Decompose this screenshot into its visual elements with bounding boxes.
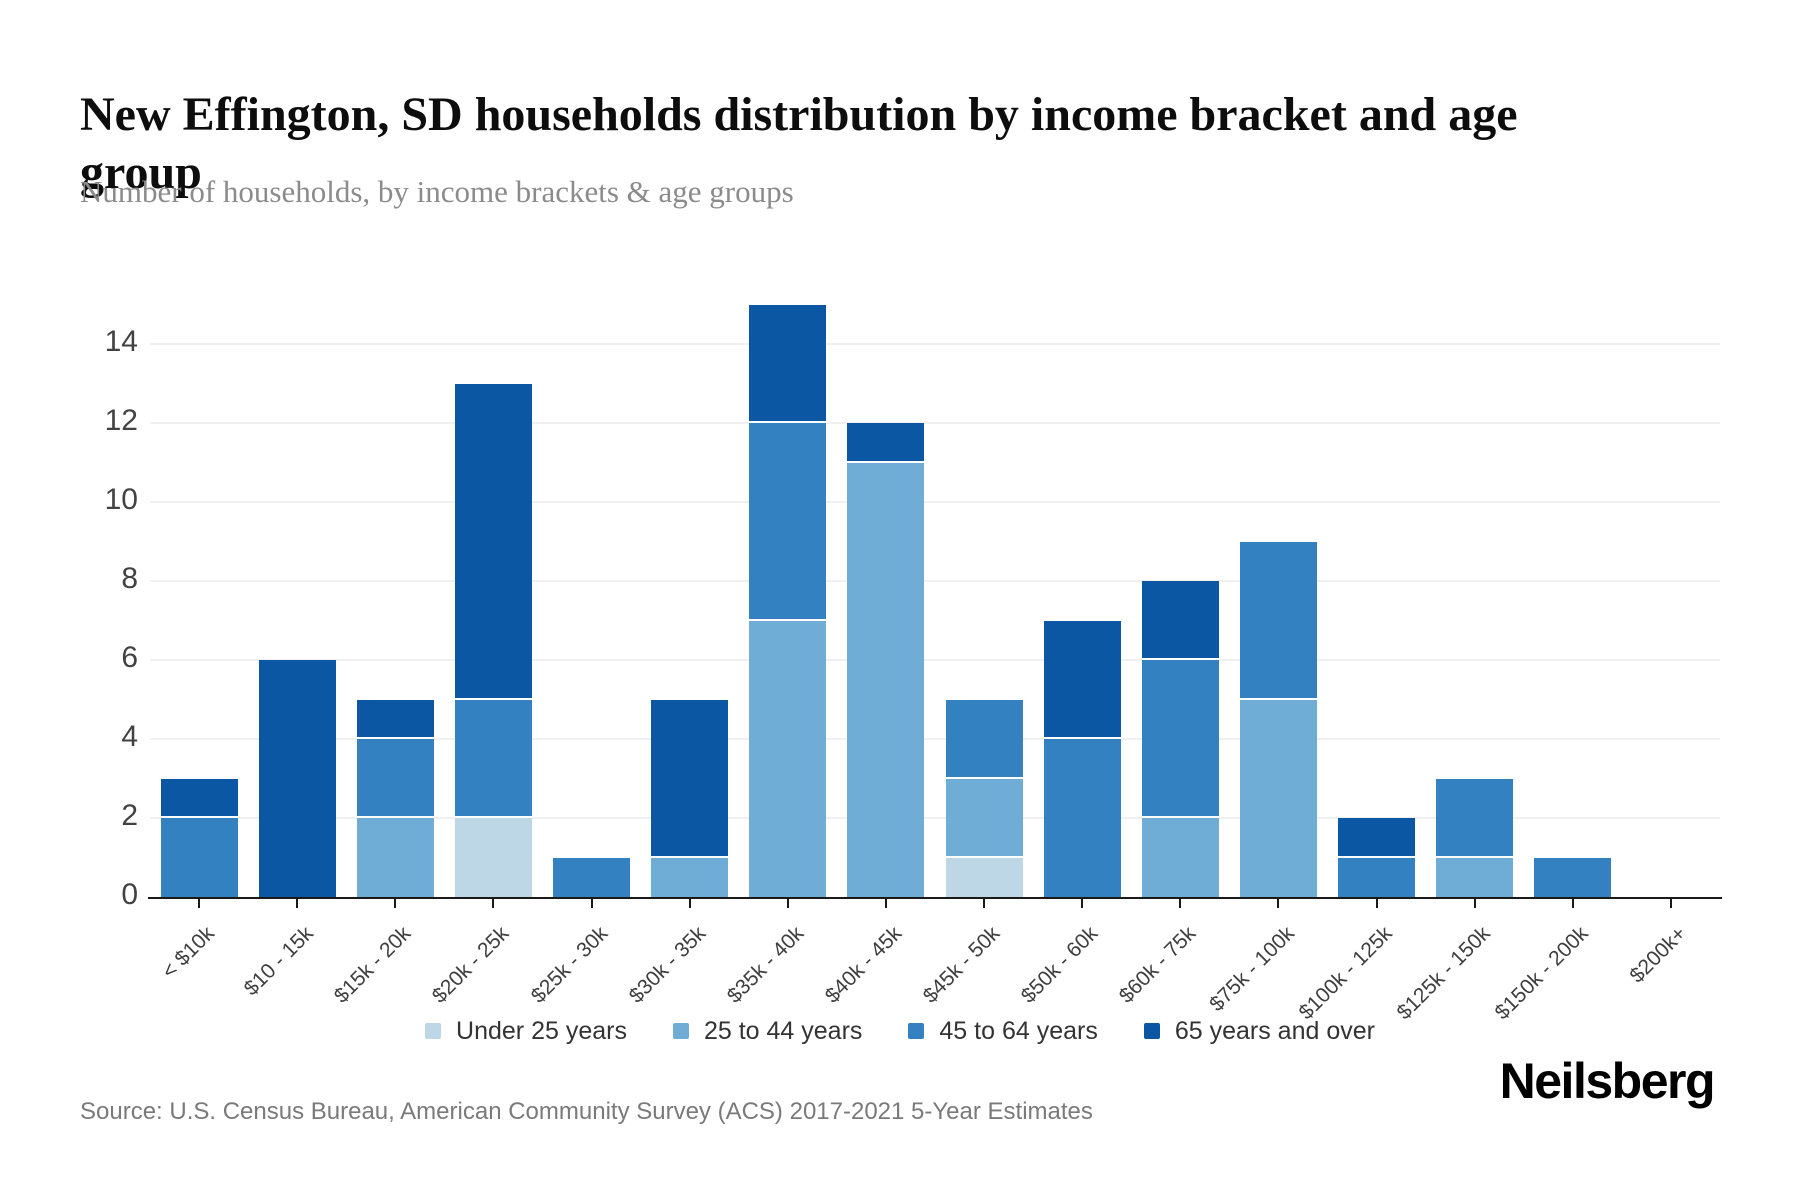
- x-tick: [590, 899, 593, 908]
- gridline: [150, 659, 1720, 661]
- y-axis: 0 2 4 6 8 10 12 14: [0, 272, 138, 911]
- bar-segment: [553, 857, 631, 897]
- bar-segment: [1436, 778, 1514, 858]
- y-tick-label: 6: [121, 641, 138, 674]
- x-tick-label: $15k - 20k: [329, 922, 416, 1008]
- x-tick-label: $200k+: [1625, 922, 1692, 988]
- x-tick-label: $10 - 15k: [239, 922, 318, 1001]
- bar-segment: [454, 699, 532, 818]
- bar-segment: [651, 699, 729, 858]
- gridline: [150, 422, 1720, 424]
- x-tick: [1669, 899, 1672, 908]
- bar-segment: [749, 304, 827, 423]
- bar-segment: [454, 383, 532, 700]
- x-tick-label: < $10k: [158, 922, 220, 984]
- bar-segment: [945, 699, 1023, 779]
- x-axis-line: [148, 897, 1722, 899]
- bar-segment: [356, 739, 434, 818]
- x-tick: [1179, 899, 1182, 908]
- legend-item: 25 to 44 years: [672, 1016, 863, 1046]
- x-tick-label: $30k - 35k: [624, 922, 710, 1008]
- bar-segment: [945, 857, 1023, 897]
- y-tick-label: 12: [104, 404, 138, 437]
- legend-label: 45 to 64 years: [939, 1016, 1098, 1045]
- bar-segment: [945, 778, 1023, 858]
- legend-swatch: [672, 1023, 689, 1039]
- x-tick-label: $60k - 75k: [1114, 922, 1201, 1008]
- bar-segment: [847, 423, 925, 463]
- bar-segment: [356, 818, 434, 897]
- bar-segment: [1141, 818, 1219, 897]
- y-tick-label: 2: [121, 799, 138, 832]
- bar-segment: [1239, 699, 1317, 897]
- y-tick-label: 4: [121, 720, 138, 753]
- legend-swatch: [908, 1023, 925, 1039]
- bar-segment: [651, 857, 729, 897]
- bar-segment: [847, 462, 925, 897]
- page-title: New Effington, SD households distributio…: [80, 88, 1518, 199]
- y-tick-label: 14: [104, 325, 138, 358]
- x-tick-label: $45k - 50k: [918, 922, 1005, 1008]
- legend-label: Under 25 years: [456, 1016, 627, 1045]
- x-tick-label: $20k - 25k: [428, 922, 514, 1008]
- x-tick-label: $40k - 45k: [820, 922, 907, 1008]
- x-tick: [198, 899, 201, 908]
- plot-area: < $10k $10 - 15k $15k - 20k $20k - 25k $25k …: [148, 272, 1722, 1024]
- legend-item: Under 25 years: [425, 1017, 627, 1046]
- gridline: [150, 738, 1720, 740]
- x-tick-label: $50k - 60k: [1016, 922, 1103, 1008]
- x-tick-label: $75k - 100k: [1204, 922, 1299, 1016]
- neilsberg-logo[interactable]: Neilsberg: [1499, 1053, 1716, 1109]
- x-tick: [394, 899, 397, 908]
- bar-segment: [1043, 620, 1121, 739]
- x-tick: [1473, 899, 1476, 908]
- gridline: [150, 580, 1720, 582]
- bar-segment: [1338, 818, 1416, 858]
- bar-segment: [1141, 581, 1219, 660]
- x-tick: [884, 899, 887, 908]
- bar-segment: [1534, 857, 1612, 897]
- legend-swatch: [425, 1023, 442, 1039]
- bar-segment: [1436, 857, 1514, 897]
- legend-swatch: [1143, 1023, 1160, 1039]
- y-tick-label: 10: [104, 483, 138, 516]
- x-tick-label: $25k - 30k: [526, 922, 612, 1008]
- x-tick: [983, 899, 986, 908]
- legend-item: 45 to 64 years: [908, 1016, 1098, 1046]
- gridline: [150, 817, 1720, 819]
- x-tick-label: $35k - 40k: [722, 922, 809, 1008]
- x-tick: [1375, 899, 1378, 908]
- bar-segment: [1338, 857, 1416, 897]
- bar-segment: [1141, 660, 1219, 818]
- x-tick: [296, 899, 299, 908]
- bar-segment: [160, 778, 238, 818]
- gridline: [150, 501, 1720, 503]
- bar-segment: [454, 818, 532, 897]
- bar-segment: [160, 818, 238, 897]
- x-tick: [688, 899, 691, 908]
- x-tick: [492, 899, 495, 908]
- bar-segment: [1239, 541, 1317, 700]
- source-note: Source: U.S. Census Bureau, American Com…: [80, 1098, 1093, 1125]
- bar-segment: [258, 660, 336, 897]
- x-tick: [786, 899, 789, 908]
- legend-label: 65 years and over: [1174, 1016, 1375, 1045]
- legend-label: 25 to 44 years: [703, 1016, 863, 1045]
- bar-segment: [749, 423, 827, 621]
- x-tick: [1277, 899, 1280, 908]
- gridline: [150, 343, 1720, 345]
- x-tick: [1571, 899, 1574, 908]
- x-tick: [1081, 899, 1084, 908]
- y-tick-label: 0: [121, 878, 138, 911]
- legend-item: 65 years and over: [1143, 1016, 1375, 1046]
- bar-segment: [356, 699, 434, 739]
- y-tick-label: 8: [121, 562, 138, 595]
- bar-segment: [749, 620, 827, 897]
- chart-subtitle: Number of households, by income brackets…: [80, 174, 794, 209]
- bar-segment: [1043, 739, 1121, 897]
- chart-legend: Under 25 years 25 to 44 years 45 to 64 yea…: [0, 1008, 1800, 1054]
